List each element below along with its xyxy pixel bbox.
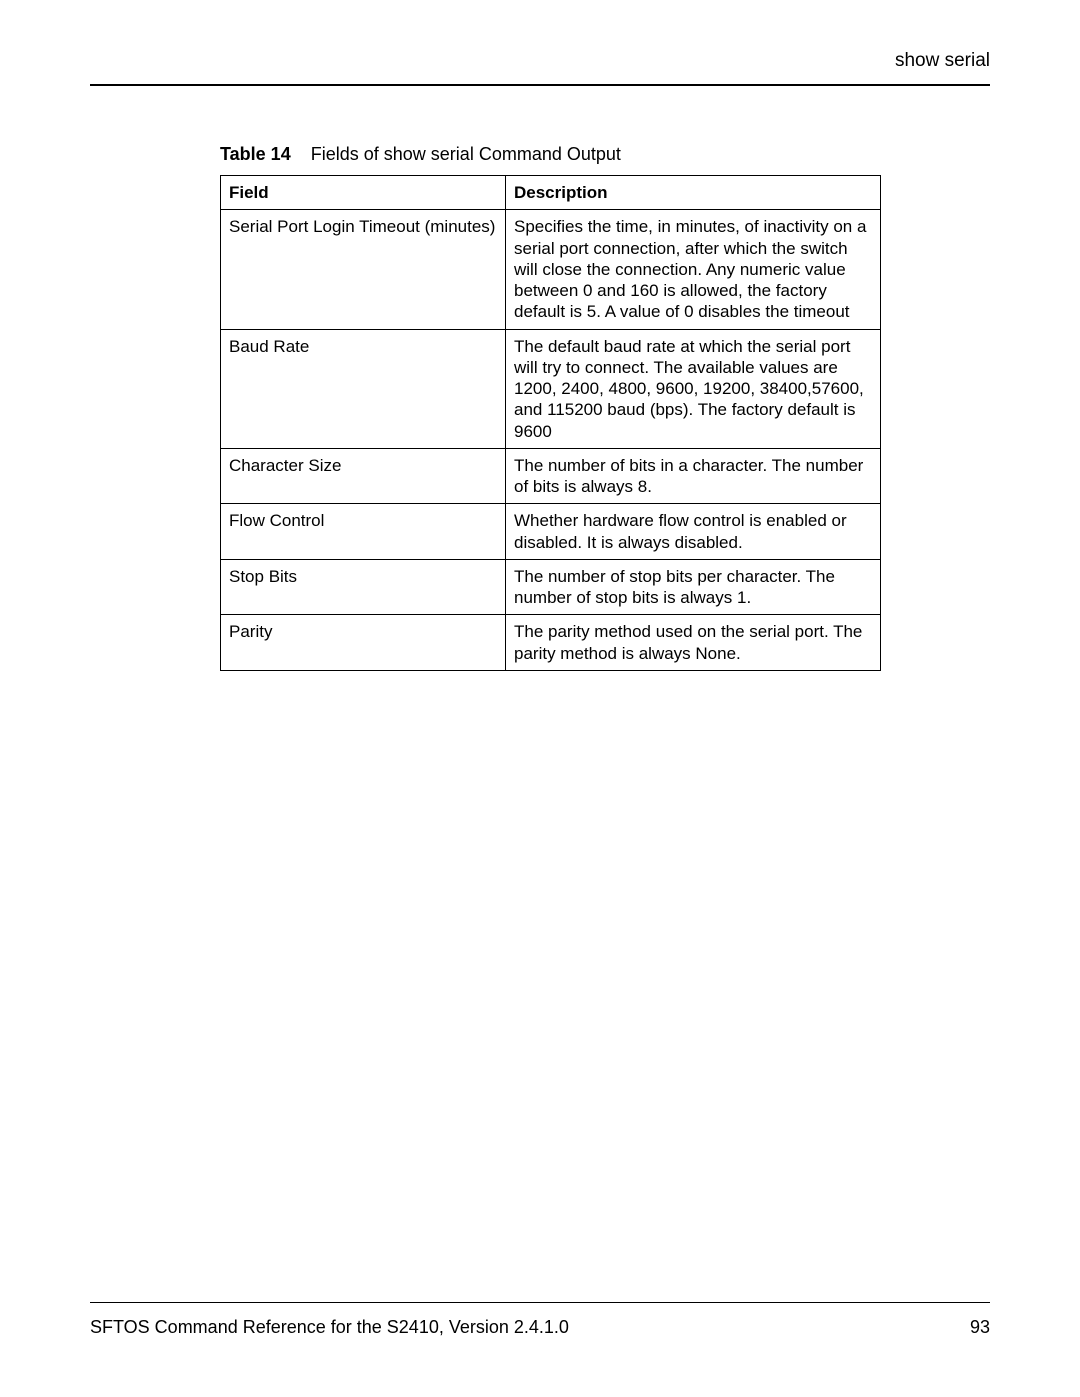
cell-description: The number of stop bits per character. T… [506, 559, 881, 615]
cell-field: Baud Rate [221, 329, 506, 448]
table-caption-title: Fields of show serial Command Output [311, 144, 621, 164]
page-footer: SFTOS Command Reference for the S2410, V… [90, 1302, 990, 1342]
table-row: Flow Control Whether hardware flow contr… [221, 504, 881, 560]
table-row: Stop Bits The number of stop bits per ch… [221, 559, 881, 615]
cell-field: Serial Port Login Timeout (minutes) [221, 210, 506, 329]
cell-field: Character Size [221, 448, 506, 504]
cell-field: Parity [221, 615, 506, 671]
page: show serial Table 14 Fields of show seri… [0, 0, 1080, 1397]
table-caption: Table 14 Fields of show serial Command O… [220, 144, 990, 165]
page-header: show serial [90, 50, 990, 86]
col-header-field: Field [221, 176, 506, 210]
table-row: Character Size The number of bits in a c… [221, 448, 881, 504]
footer-row: SFTOS Command Reference for the S2410, V… [90, 1317, 990, 1338]
footer-rule [90, 1302, 990, 1303]
header-rule [90, 84, 990, 86]
cell-description: The default baud rate at which the seria… [506, 329, 881, 448]
cell-field: Stop Bits [221, 559, 506, 615]
cell-description: The number of bits in a character. The n… [506, 448, 881, 504]
table-caption-number: Table 14 [220, 144, 291, 164]
col-header-description: Description [506, 176, 881, 210]
table-row: Baud Rate The default baud rate at which… [221, 329, 881, 448]
footer-doc-title: SFTOS Command Reference for the S2410, V… [90, 1317, 569, 1338]
cell-description: Specifies the time, in minutes, of inact… [506, 210, 881, 329]
table-row: Parity The parity method used on the ser… [221, 615, 881, 671]
header-section-title: show serial [895, 50, 990, 72]
table-header-row: Field Description [221, 176, 881, 210]
table-row: Serial Port Login Timeout (minutes) Spec… [221, 210, 881, 329]
fields-table: Field Description Serial Port Login Time… [220, 175, 881, 671]
cell-description: The parity method used on the serial por… [506, 615, 881, 671]
footer-page-number: 93 [970, 1317, 990, 1338]
cell-field: Flow Control [221, 504, 506, 560]
cell-description: Whether hardware flow control is enabled… [506, 504, 881, 560]
